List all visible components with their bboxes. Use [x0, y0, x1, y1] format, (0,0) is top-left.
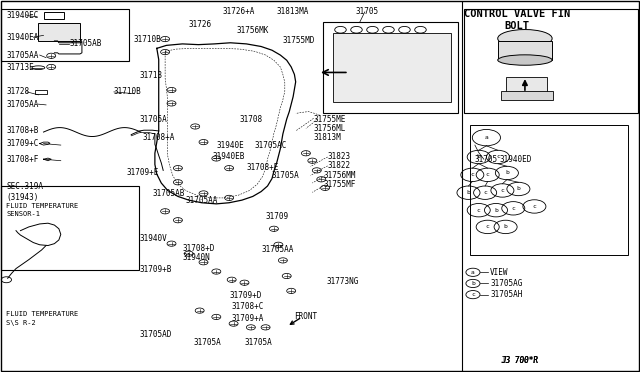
- Text: 31705A: 31705A: [193, 339, 221, 347]
- Text: b: b: [494, 208, 498, 213]
- Text: 31709+C: 31709+C: [6, 139, 39, 148]
- Text: 31709+A: 31709+A: [232, 314, 264, 323]
- Bar: [333, 33, 451, 102]
- Text: 31705AB: 31705AB: [152, 189, 185, 198]
- Text: c: c: [477, 208, 481, 213]
- Text: (31943): (31943): [6, 193, 39, 202]
- Text: 31726+A: 31726+A: [223, 7, 255, 16]
- Text: 31710B: 31710B: [114, 87, 141, 96]
- Text: b: b: [505, 170, 509, 176]
- Text: S\S R-2: S\S R-2: [6, 320, 36, 326]
- Text: c: c: [470, 172, 474, 177]
- Text: FLUID TEMPERATURE: FLUID TEMPERATURE: [6, 311, 79, 317]
- Text: 31713: 31713: [140, 71, 163, 80]
- Bar: [1, 186, 139, 270]
- Text: a: a: [471, 270, 475, 275]
- Text: 31822: 31822: [328, 161, 351, 170]
- Text: 31813M: 31813M: [314, 133, 341, 142]
- Text: 31940E: 31940E: [216, 141, 244, 150]
- Text: c: c: [486, 224, 490, 230]
- Text: J3 700*R: J3 700*R: [500, 356, 538, 365]
- Text: 31705: 31705: [356, 7, 379, 16]
- Text: c: c: [511, 206, 515, 211]
- Text: c: c: [496, 154, 500, 160]
- Text: b: b: [471, 281, 475, 286]
- Bar: [35, 90, 47, 94]
- Text: 31705AC: 31705AC: [255, 141, 287, 150]
- Text: 31756ML: 31756ML: [314, 124, 346, 133]
- Text: 31773NG: 31773NG: [326, 278, 359, 286]
- Bar: [498, 41, 552, 60]
- Text: c: c: [486, 172, 490, 177]
- Text: 31940N: 31940N: [182, 253, 210, 262]
- Text: 31705AA: 31705AA: [261, 245, 294, 254]
- Text: 31705AA: 31705AA: [6, 51, 39, 60]
- Bar: [464, 9, 638, 113]
- Text: 31708+E: 31708+E: [246, 163, 279, 172]
- Text: 31705AH: 31705AH: [490, 290, 523, 299]
- Text: 31726: 31726: [189, 20, 212, 29]
- Bar: [470, 125, 628, 255]
- Text: 31708+D: 31708+D: [182, 244, 215, 253]
- Text: 31755MD: 31755MD: [283, 36, 316, 45]
- Text: 31709: 31709: [266, 212, 289, 221]
- Text: 31705AA: 31705AA: [6, 100, 39, 109]
- Text: 31705A: 31705A: [140, 115, 167, 124]
- Text: b: b: [516, 186, 520, 192]
- Text: 31940EB: 31940EB: [212, 152, 245, 161]
- Text: SEC.319A: SEC.319A: [6, 182, 44, 191]
- Text: 31755MF: 31755MF: [323, 180, 356, 189]
- Text: 31708+C: 31708+C: [232, 302, 264, 311]
- Text: VIEW: VIEW: [490, 268, 509, 277]
- Text: 31705A: 31705A: [272, 171, 300, 180]
- Text: 31705: 31705: [475, 155, 498, 164]
- Text: CONTROL VALVE FIN
BOLT: CONTROL VALVE FIN BOLT: [464, 9, 570, 31]
- Text: c: c: [471, 292, 475, 297]
- Text: b: b: [467, 190, 470, 195]
- Text: 31940EA: 31940EA: [6, 33, 39, 42]
- Text: 31940V: 31940V: [140, 234, 167, 243]
- Ellipse shape: [498, 55, 552, 65]
- Text: 31708+F: 31708+F: [6, 155, 39, 164]
- Bar: [500, 91, 553, 100]
- Bar: [1, 9, 129, 61]
- Text: 31940EC: 31940EC: [6, 11, 39, 20]
- Text: 31940ED: 31940ED: [499, 155, 532, 164]
- Text: 31708+B: 31708+B: [6, 126, 39, 135]
- Text: SENSOR-1: SENSOR-1: [6, 211, 40, 217]
- Text: 31705AD: 31705AD: [140, 330, 172, 339]
- Text: 31705AB: 31705AB: [69, 39, 102, 48]
- Text: a: a: [484, 135, 488, 140]
- Bar: [38, 23, 80, 41]
- Bar: [506, 77, 547, 93]
- Text: 31708+A: 31708+A: [142, 133, 175, 142]
- Text: b: b: [477, 154, 481, 160]
- Text: 31713E: 31713E: [6, 63, 34, 72]
- Text: 31705A: 31705A: [244, 339, 272, 347]
- Text: 31813MA: 31813MA: [276, 7, 309, 16]
- Ellipse shape: [498, 29, 552, 47]
- Bar: [44, 12, 64, 19]
- Text: FRONT: FRONT: [294, 312, 317, 321]
- Text: c: c: [532, 204, 536, 209]
- Text: 31709+D: 31709+D: [229, 291, 262, 300]
- Text: J3 700*R: J3 700*R: [500, 356, 538, 365]
- Text: 31709+B: 31709+B: [140, 265, 172, 274]
- Text: 31823: 31823: [328, 153, 351, 161]
- Text: b: b: [504, 224, 508, 230]
- Text: 31756MM: 31756MM: [323, 171, 356, 180]
- Text: FLUID TEMPERATURE: FLUID TEMPERATURE: [6, 203, 79, 209]
- Bar: [323, 22, 458, 113]
- Text: 31709+E: 31709+E: [127, 168, 159, 177]
- Text: J3 700*R: J3 700*R: [500, 356, 538, 365]
- Text: 31755ME: 31755ME: [314, 115, 346, 124]
- Text: 31705AG: 31705AG: [490, 279, 523, 288]
- Text: 31710B: 31710B: [133, 35, 161, 44]
- Text: 31728: 31728: [6, 87, 29, 96]
- Text: 31756MK: 31756MK: [237, 26, 269, 35]
- Text: 31708: 31708: [240, 115, 263, 124]
- Text: 31705AA: 31705AA: [186, 196, 218, 205]
- Text: c: c: [483, 190, 487, 195]
- Text: c: c: [500, 188, 504, 193]
